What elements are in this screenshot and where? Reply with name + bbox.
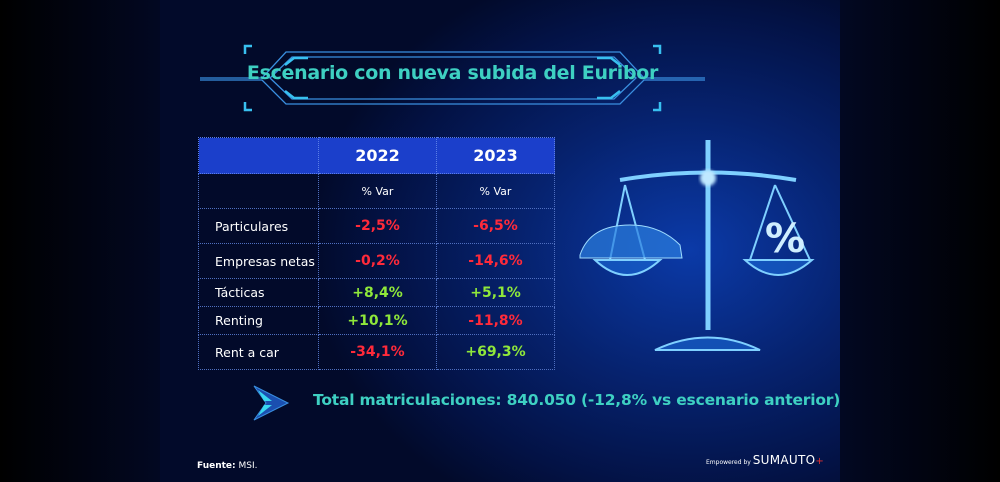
brand-mark: + [815, 456, 824, 467]
table-row: Renting +10,1% -11,8% [198, 306, 555, 335]
value-2022: +8,4% [318, 278, 437, 307]
value-2022: -2,5% [318, 208, 437, 244]
arrow-chevron-icon [253, 385, 290, 421]
value-2023: +5,1% [436, 278, 555, 307]
row-label: Rent a car [198, 334, 319, 370]
car-icon [579, 224, 683, 259]
brand-logo: Empowered by SUMAUTO+ [706, 453, 824, 467]
source-note: Fuente: MSI. [197, 461, 258, 471]
value-2023: -14,6% [436, 243, 555, 279]
value-2022: -0,2% [318, 243, 437, 279]
title-frame-decoration [200, 44, 705, 112]
brand-name: SUMAUTO [752, 453, 816, 467]
value-2022: -34,1% [318, 334, 437, 370]
value-2023: -6,5% [436, 208, 555, 244]
total-registrations: Total matriculaciones: 840.050 (-12,8% v… [313, 391, 841, 409]
left-border [0, 0, 160, 482]
page-title: Escenario con nueva subida del Euribor [246, 62, 659, 84]
table-row: Empresas netas -0,2% -14,6% [198, 243, 555, 279]
row-label: Empresas netas [198, 243, 319, 279]
subheader-empty [198, 173, 319, 209]
subheader-2023: % Var [436, 173, 555, 209]
header-cell-empty [198, 137, 319, 174]
right-border [840, 0, 1000, 482]
balance-scale-illustration: % [579, 140, 815, 351]
variation-table: 2022 2023 % Var % Var Particulares -2,5%… [198, 137, 555, 370]
table-header-row: 2022 2023 [198, 137, 555, 174]
table-row: Tácticas +8,4% +5,1% [198, 278, 555, 307]
title-frame: Escenario con nueva subida del Euribor [200, 40, 705, 112]
header-2023: 2023 [436, 137, 555, 174]
row-label: Renting [198, 306, 319, 335]
table-row: Rent a car -34,1% +69,3% [198, 334, 555, 370]
source-label: Fuente: [197, 461, 236, 471]
row-label: Tácticas [198, 278, 319, 307]
row-label: Particulares [198, 208, 319, 244]
value-2022: +10,1% [318, 306, 437, 335]
value-2023: +69,3% [436, 334, 555, 370]
table-subheader-row: % Var % Var [198, 173, 555, 209]
brand-prefix: Empowered by [706, 459, 751, 466]
source-value: MSI. [238, 461, 258, 471]
percent-icon: % [765, 216, 805, 262]
value-2023: -11,8% [436, 306, 555, 335]
table-row: Particulares -2,5% -6,5% [198, 208, 555, 244]
subheader-2022: % Var [318, 173, 437, 209]
header-2022: 2022 [318, 137, 437, 174]
